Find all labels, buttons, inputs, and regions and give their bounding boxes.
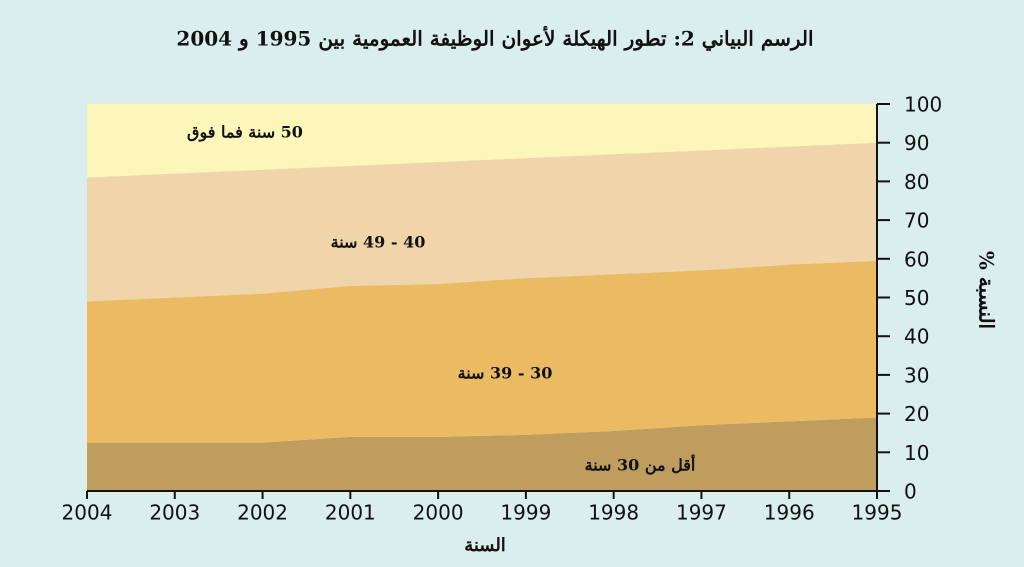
y-tick-label: 0 xyxy=(904,480,917,504)
series-label: 30 - 39 سنة xyxy=(458,364,553,383)
y-tick-label: 80 xyxy=(904,170,929,194)
y-tick-label: 70 xyxy=(904,209,929,233)
x-tick-label: 2001 xyxy=(325,501,376,525)
x-tick-label: 2002 xyxy=(237,501,288,525)
y-tick-label: 30 xyxy=(904,363,929,387)
x-tick-label: 1998 xyxy=(588,501,639,525)
x-tick-label: 2004 xyxy=(62,501,113,525)
y-tick-label: 50 xyxy=(904,286,929,310)
x-axis-label: السنة xyxy=(464,535,506,556)
x-tick-label: 1996 xyxy=(764,501,815,525)
x-tick-label: 2000 xyxy=(413,501,464,525)
chart-title: الرسم البياني 2: تطور الهيكلة لأعوان الو… xyxy=(176,26,813,52)
series-label: أقل من 30 سنة xyxy=(585,454,696,476)
x-tick-label: 2003 xyxy=(149,501,200,525)
y-tick-label: 20 xyxy=(904,402,929,426)
area xyxy=(87,142,877,302)
y-tick-label: 100 xyxy=(904,93,942,117)
area xyxy=(87,417,877,491)
area xyxy=(87,104,877,178)
x-tick-label: 1997 xyxy=(676,501,727,525)
area xyxy=(87,260,877,443)
series-label: 50 سنة فما فوق xyxy=(187,123,303,143)
x-tick-label: 1999 xyxy=(500,501,551,525)
series-label: 40 - 49 سنة xyxy=(331,233,426,252)
y-axis-label: النسبة % xyxy=(975,251,999,329)
y-tick-label: 10 xyxy=(904,441,929,465)
y-tick-label: 40 xyxy=(904,325,929,349)
x-tick-label: 1995 xyxy=(852,501,903,525)
y-tick-label: 60 xyxy=(904,247,929,271)
y-tick-label: 90 xyxy=(904,131,929,155)
